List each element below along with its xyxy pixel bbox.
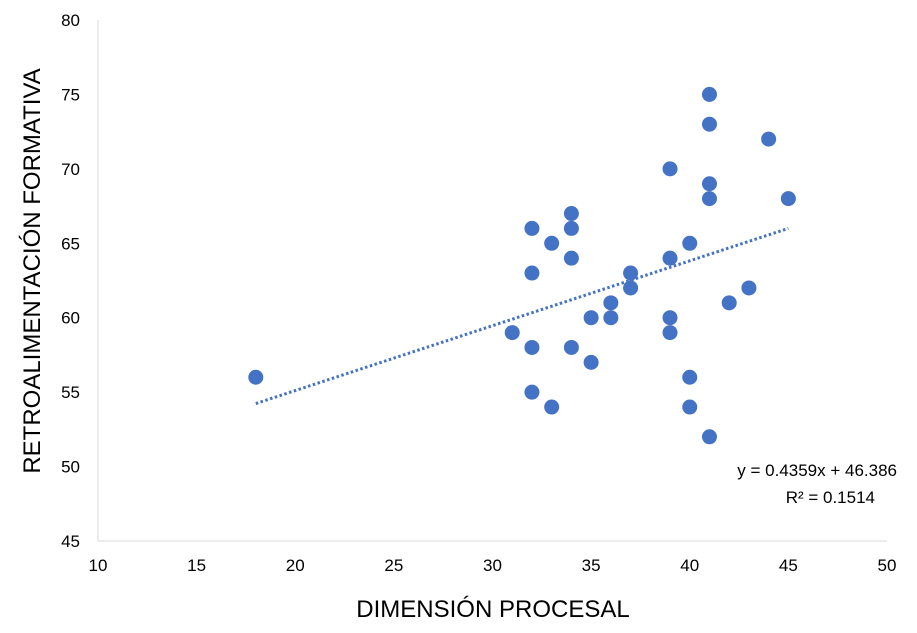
trendline-r-squared: R² = 0.1514	[786, 488, 875, 507]
y-axis-title: RETROALIMENTACIÓN FORMATIVA	[19, 68, 46, 473]
x-tick-label: 25	[384, 556, 403, 575]
data-point	[544, 235, 560, 251]
data-point	[623, 280, 639, 296]
data-point	[701, 191, 717, 207]
axes-layer: 10 15 20 25 30 35 40 45 50 45 50 55 60 65 70 75 80	[61, 11, 896, 575]
data-point	[563, 220, 579, 236]
data-point	[662, 250, 678, 266]
data-point	[721, 295, 737, 311]
data-point	[524, 220, 540, 236]
x-tick-label: 45	[779, 556, 798, 575]
data-point	[780, 191, 796, 207]
data-point	[524, 384, 540, 400]
data-point	[563, 339, 579, 355]
labels-layer: y = 0.4359x + 46.386 R² = 0.1514 DIMENSI…	[19, 68, 897, 623]
y-tick-label: 65	[61, 234, 80, 253]
data-point	[583, 354, 599, 370]
data-point	[682, 399, 698, 415]
data-point	[701, 429, 717, 445]
data-point	[682, 235, 698, 251]
y-tick-label: 80	[61, 11, 80, 30]
y-tick-label: 70	[61, 160, 80, 179]
data-point	[524, 339, 540, 355]
trendline-layer	[255, 226, 789, 405]
y-tick-label: 55	[61, 383, 80, 402]
x-tick-label: 10	[89, 556, 108, 575]
y-tick-label: 45	[61, 532, 80, 551]
data-point	[662, 325, 678, 341]
data-point	[623, 265, 639, 281]
data-point	[701, 86, 717, 102]
y-tick-label: 60	[61, 309, 80, 328]
data-point	[544, 399, 560, 415]
x-tick-label: 15	[187, 556, 206, 575]
data-point	[603, 310, 619, 326]
data-point	[504, 325, 520, 341]
y-tick-label: 75	[61, 85, 80, 104]
x-axis-title: DIMENSIÓN PROCESAL	[356, 596, 629, 623]
data-point	[248, 369, 264, 385]
x-tick-label: 40	[680, 556, 699, 575]
data-point	[682, 369, 698, 385]
data-point	[603, 295, 619, 311]
data-point	[563, 250, 579, 266]
data-point	[662, 161, 678, 177]
x-tick-label: 50	[878, 556, 897, 575]
data-point	[741, 280, 757, 296]
trendline-equation: y = 0.4359x + 46.386	[737, 461, 897, 480]
data-point	[761, 131, 777, 147]
data-point	[701, 176, 717, 192]
y-tick-label: 50	[61, 458, 80, 477]
x-tick-label: 20	[286, 556, 305, 575]
x-tick-label: 35	[582, 556, 601, 575]
data-point	[563, 206, 579, 222]
trendline	[255, 226, 789, 405]
data-point	[524, 265, 540, 281]
points-layer	[248, 86, 796, 445]
data-point	[662, 310, 678, 326]
x-tick-label: 30	[483, 556, 502, 575]
data-point	[583, 310, 599, 326]
data-point	[701, 116, 717, 132]
